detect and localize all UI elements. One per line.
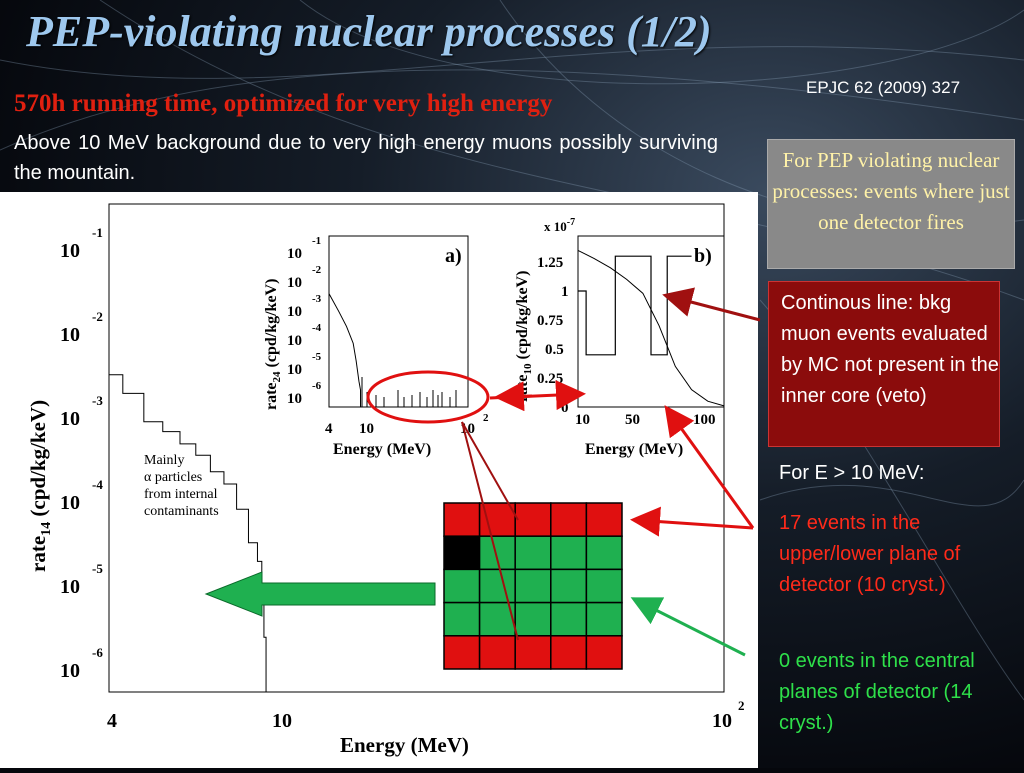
svg-text:-1: -1 <box>312 235 321 247</box>
central-events-text: 0 events in the central planes of detect… <box>779 650 975 734</box>
pep-description-box: For PEP violating nuclear processes: eve… <box>767 139 1015 269</box>
plot-panel: 10 -1 10 -2 10 -3 10 -4 10 -5 10 -6 4 10 10 2 E… <box>0 192 758 768</box>
svg-text:-4: -4 <box>312 322 322 334</box>
svg-text:10: 10 <box>287 246 302 262</box>
svg-text:-2: -2 <box>312 264 322 276</box>
annotation-contaminants: contaminants <box>144 504 219 519</box>
inset-a-xlabel: Energy (MeV) <box>333 441 431 458</box>
main-ytick-5: 10 <box>60 576 80 598</box>
main-xlabel: Energy (MeV) <box>340 733 469 757</box>
svg-text:-6: -6 <box>92 645 103 660</box>
main-series-line <box>109 374 267 692</box>
main-ytick-6: 10 <box>60 660 80 682</box>
main-ytick-1: 10 <box>60 240 80 262</box>
svg-text:10: 10 <box>287 391 302 407</box>
slide-title: PEP-violating nuclear processes (1/2) <box>26 7 712 56</box>
svg-text:-2: -2 <box>92 309 103 324</box>
main-xtick-10: 10 <box>272 710 292 732</box>
inset-b-xlabel: Energy (MeV) <box>585 441 683 458</box>
plots-svg: 10-1 10-2 10-3 10-4 10-5 10-6 4 10 102 E… <box>26 203 745 757</box>
svg-text:10: 10 <box>287 304 302 320</box>
svg-text:-5: -5 <box>92 561 103 576</box>
main-ytick-2: 10 <box>60 324 80 346</box>
inset-a-series-line <box>328 293 362 407</box>
energy-condition-label: For E > 10 MeV: <box>779 462 925 484</box>
svg-text:100: 100 <box>693 412 716 428</box>
continuous-line-box: Continous line: bkg muon events evaluate… <box>768 281 1000 447</box>
svg-text:0.25: 0.25 <box>537 371 563 387</box>
upper-lower-events-text: 17 events in the upper/lower plane of de… <box>779 512 961 596</box>
main-ytick-4: 10 <box>60 492 80 514</box>
inset-b-multiplier: x 10-7 <box>544 217 575 234</box>
svg-text:4: 4 <box>325 421 333 437</box>
svg-text:10: 10 <box>359 421 374 437</box>
intro-text: Above 10 MeV background due to very high… <box>14 132 718 184</box>
main-ylabel: rate14 (cpd/kg/keV) <box>26 400 54 572</box>
svg-text:10: 10 <box>287 275 302 291</box>
svg-text:-3: -3 <box>312 293 322 305</box>
svg-text:1: 1 <box>561 284 569 300</box>
svg-text:0: 0 <box>561 400 569 416</box>
slide-subtitle: 570h running time, optimized for very hi… <box>14 90 553 117</box>
svg-text:-3: -3 <box>92 393 103 408</box>
annotation-from: from internal <box>144 487 218 502</box>
svg-text:10: 10 <box>287 362 302 378</box>
main-xtick-4: 4 <box>107 710 117 732</box>
svg-text:50: 50 <box>625 412 640 428</box>
svg-text:-4: -4 <box>92 477 103 492</box>
svg-text:2: 2 <box>738 698 745 713</box>
main-xtick-100: 10 <box>712 710 732 732</box>
inset-a-ylabel: rate24 (cpd/kg/keV) <box>263 279 283 410</box>
inset-a-label: a) <box>445 245 462 267</box>
inset-b-label: b) <box>694 245 712 267</box>
reference-citation: EPJC 62 (2009) 327 <box>806 78 961 97</box>
annotation-alpha: α particles <box>144 470 202 485</box>
svg-text:-1: -1 <box>92 225 103 240</box>
svg-text:0.5: 0.5 <box>545 342 564 358</box>
annotation-mainly: Mainly <box>144 453 184 468</box>
main-ytick-3: 10 <box>60 408 80 430</box>
svg-text:1.25: 1.25 <box>537 255 563 271</box>
svg-text:10: 10 <box>460 421 475 437</box>
svg-text:10: 10 <box>575 412 590 428</box>
svg-text:0.75: 0.75 <box>537 313 563 329</box>
svg-text:-6: -6 <box>312 380 322 392</box>
svg-text:-5: -5 <box>312 351 322 363</box>
inset-b-ylabel: rate10 (cpd/kg/keV) <box>514 271 534 402</box>
svg-text:10: 10 <box>287 333 302 349</box>
svg-text:2: 2 <box>483 412 489 424</box>
